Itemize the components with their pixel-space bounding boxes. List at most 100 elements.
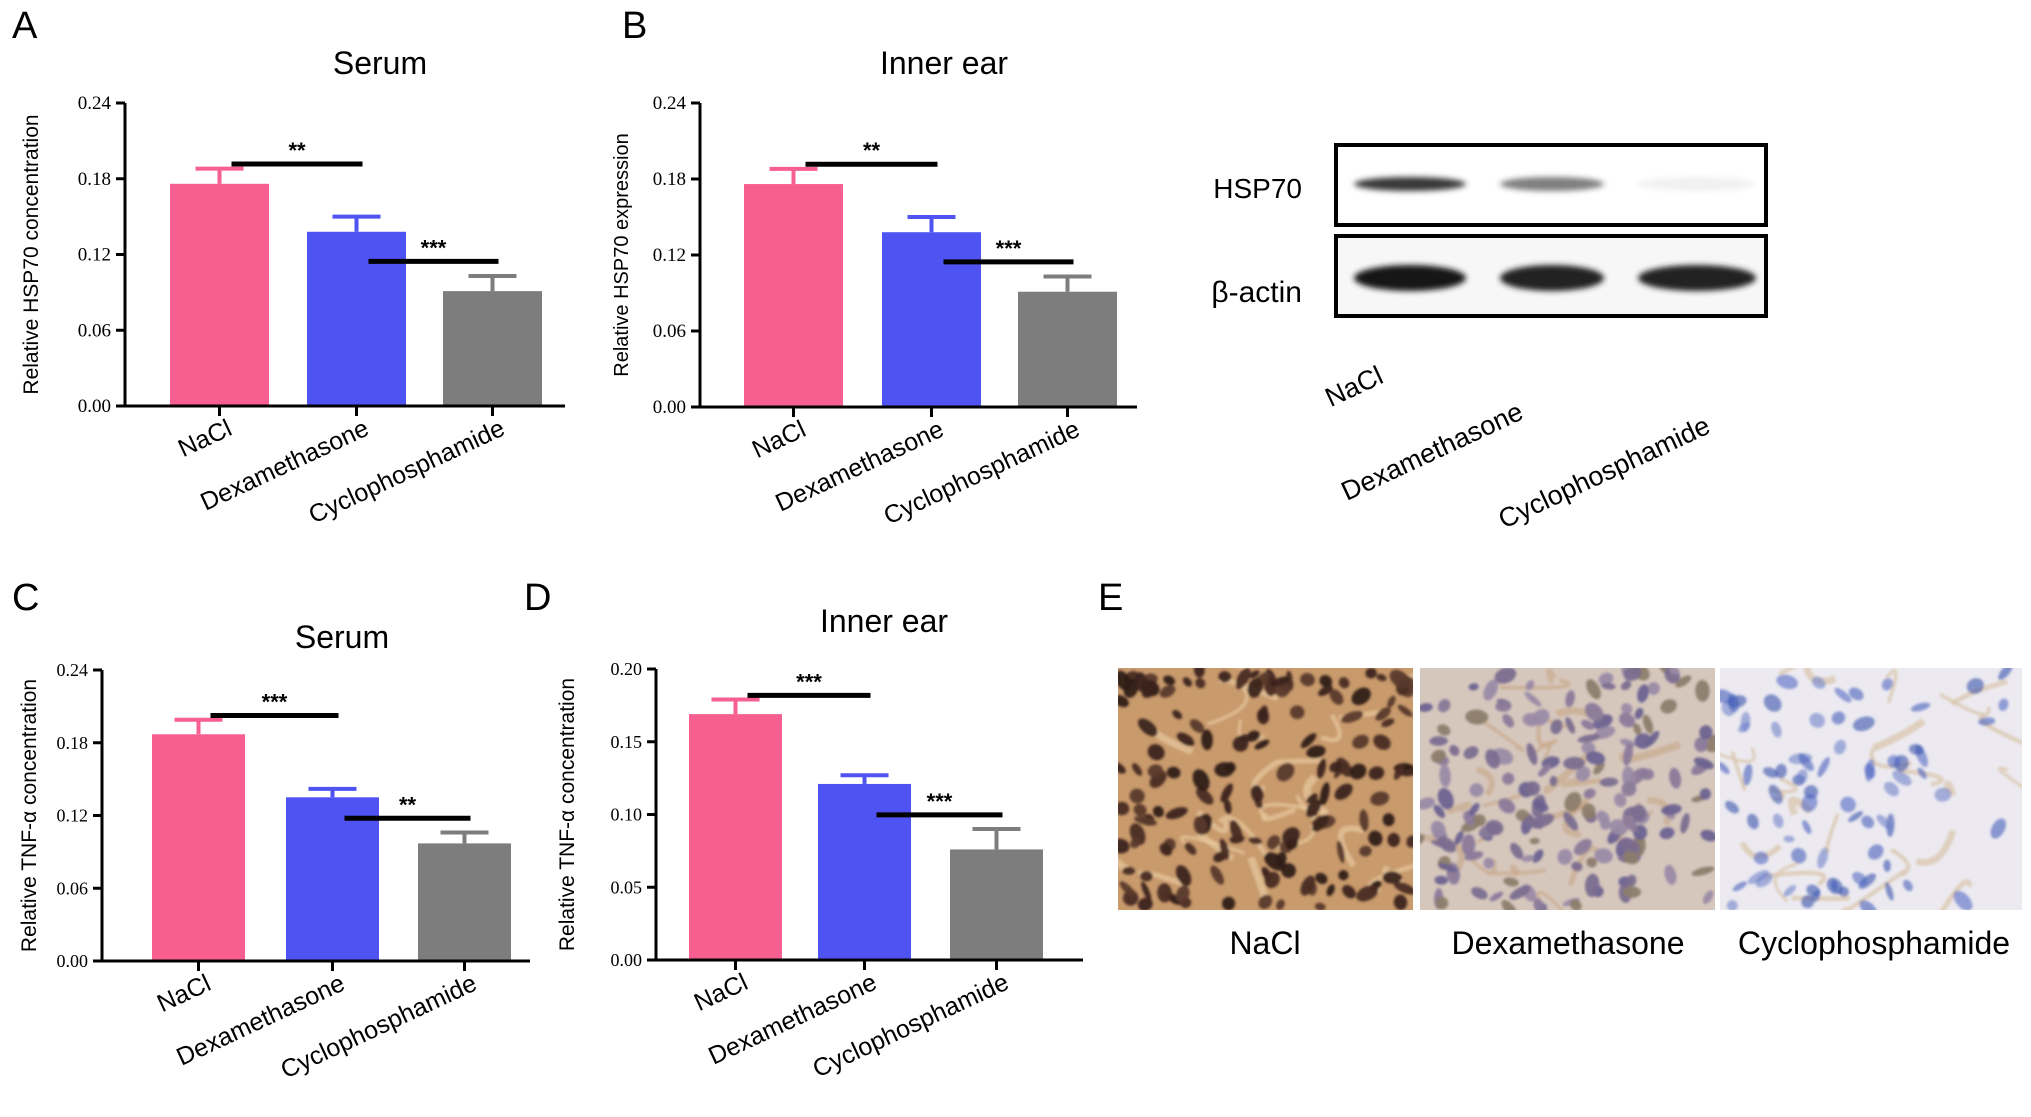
y-axis-label: Relative HSP70 concentration bbox=[20, 114, 43, 394]
cell-nucleus bbox=[1801, 895, 1815, 909]
cell-nucleus bbox=[1214, 762, 1234, 778]
cell-nucleus bbox=[1809, 712, 1825, 728]
cell-nucleus bbox=[1195, 678, 1206, 689]
cell-nucleus bbox=[1660, 699, 1677, 714]
y-tick-label: 0.10 bbox=[611, 805, 643, 825]
cell-nucleus bbox=[1675, 675, 1692, 688]
cell-nucleus bbox=[1437, 724, 1451, 736]
chart-title: Inner ear bbox=[820, 603, 948, 639]
cell-nucleus bbox=[1990, 818, 2006, 839]
micrograph-caption-cyclophosphamide: Cyclophosphamide bbox=[1737, 925, 2011, 961]
cell-nucleus bbox=[1196, 787, 1214, 805]
cell-nucleus bbox=[1903, 879, 1913, 892]
tissue-fiber bbox=[1803, 668, 1837, 685]
panel-label-e: E bbox=[1098, 577, 1123, 619]
cell-nucleus bbox=[1669, 668, 1680, 675]
cell-nucleus bbox=[1783, 835, 1795, 843]
cell-nucleus bbox=[1738, 722, 1751, 733]
cell-nucleus bbox=[1189, 719, 1205, 733]
cell-nucleus bbox=[1193, 816, 1208, 835]
cell-nucleus bbox=[1340, 711, 1364, 723]
cell-nucleus bbox=[1420, 797, 1436, 810]
cell-nucleus bbox=[1356, 885, 1379, 902]
cell-nucleus bbox=[1876, 814, 1893, 830]
tissue-fiber bbox=[1446, 801, 1472, 815]
tissue-fiber bbox=[1939, 879, 1973, 910]
tissue-fiber bbox=[1561, 777, 1602, 788]
cell-nucleus bbox=[1437, 787, 1454, 810]
cell-nucleus bbox=[1334, 783, 1353, 800]
cell-nucleus bbox=[1720, 762, 1730, 775]
cell-nucleus bbox=[1538, 764, 1551, 777]
cell-nucleus bbox=[1620, 681, 1632, 691]
cell-nucleus bbox=[1623, 850, 1639, 865]
micrograph-nacl bbox=[1118, 668, 1413, 910]
cell-nucleus bbox=[1917, 767, 1927, 779]
cell-nucleus bbox=[1289, 705, 1305, 720]
cell-nucleus bbox=[1502, 714, 1515, 728]
blot-band bbox=[1638, 177, 1756, 191]
cell-nucleus bbox=[1622, 814, 1638, 832]
x-tick-label-nacl: NaCl bbox=[690, 968, 752, 1017]
chart-title: Serum bbox=[295, 619, 389, 655]
cell-nucleus bbox=[1743, 763, 1753, 786]
cell-nucleus bbox=[1695, 679, 1710, 702]
cell-nucleus bbox=[1557, 849, 1573, 865]
y-tick-label: 0.06 bbox=[653, 321, 686, 342]
cell-nucleus bbox=[1525, 680, 1535, 691]
cell-nucleus bbox=[1485, 749, 1501, 769]
cell-nucleus bbox=[1817, 757, 1830, 778]
cell-nucleus bbox=[1376, 673, 1387, 682]
y-tick-label: 0.15 bbox=[611, 732, 643, 752]
tissue-fiber bbox=[1897, 768, 1945, 787]
cell-nucleus bbox=[1881, 678, 1894, 691]
cell-nucleus bbox=[1434, 875, 1448, 885]
tissue-fiber bbox=[1567, 846, 1599, 887]
cell-nucleus bbox=[1221, 896, 1236, 910]
y-axis-label: Relative TNF-α concentration bbox=[556, 678, 579, 951]
cell-nucleus bbox=[1549, 775, 1558, 787]
cell-nucleus bbox=[1503, 877, 1519, 887]
cell-nucleus bbox=[1269, 676, 1290, 687]
cell-nucleus bbox=[1577, 734, 1601, 743]
cell-nucleus bbox=[1315, 872, 1328, 885]
cell-nucleus bbox=[1691, 866, 1715, 877]
micrograph-caption-nacl: NaCl bbox=[1229, 925, 1301, 961]
cell-nucleus bbox=[1219, 838, 1230, 860]
cell-nucleus bbox=[1529, 837, 1540, 845]
cell-nucleus bbox=[1834, 687, 1852, 703]
bar-cyclophosphamide bbox=[418, 843, 511, 961]
cell-nucleus bbox=[1768, 784, 1783, 805]
cell-nucleus bbox=[1621, 838, 1640, 855]
cell-nucleus bbox=[1594, 848, 1613, 864]
tissue-fiber bbox=[1938, 692, 1991, 717]
cell-nucleus bbox=[1118, 670, 1132, 691]
cell-nucleus bbox=[1365, 668, 1377, 679]
cell-nucleus bbox=[1732, 881, 1748, 892]
cell-nucleus bbox=[1201, 729, 1213, 751]
y-tick-label: 0.00 bbox=[611, 950, 643, 970]
cell-nucleus bbox=[1461, 834, 1476, 856]
cell-nucleus bbox=[1193, 668, 1205, 678]
cell-nucleus bbox=[1702, 890, 1714, 904]
y-tick-label: 0.24 bbox=[57, 660, 89, 680]
cell-nucleus bbox=[1634, 733, 1652, 749]
cell-nucleus bbox=[1633, 723, 1642, 735]
cell-nucleus bbox=[1437, 836, 1457, 853]
cell-nucleus bbox=[1172, 710, 1183, 720]
cell-nucleus bbox=[1884, 881, 1894, 901]
cell-nucleus bbox=[1248, 670, 1260, 679]
cell-nucleus bbox=[1329, 761, 1342, 773]
bar-nacl bbox=[689, 714, 782, 960]
cell-nucleus bbox=[1420, 834, 1425, 845]
cell-nucleus bbox=[1254, 739, 1270, 750]
cell-nucleus bbox=[1798, 753, 1814, 772]
tissue-fiber bbox=[1474, 715, 1525, 752]
cell-nucleus bbox=[1831, 711, 1846, 725]
cell-nucleus bbox=[1631, 804, 1647, 822]
cell-nucleus bbox=[1257, 708, 1270, 725]
cell-nucleus bbox=[1351, 687, 1371, 706]
cell-nucleus bbox=[1563, 756, 1586, 770]
tissue-fiber bbox=[1618, 741, 1682, 763]
